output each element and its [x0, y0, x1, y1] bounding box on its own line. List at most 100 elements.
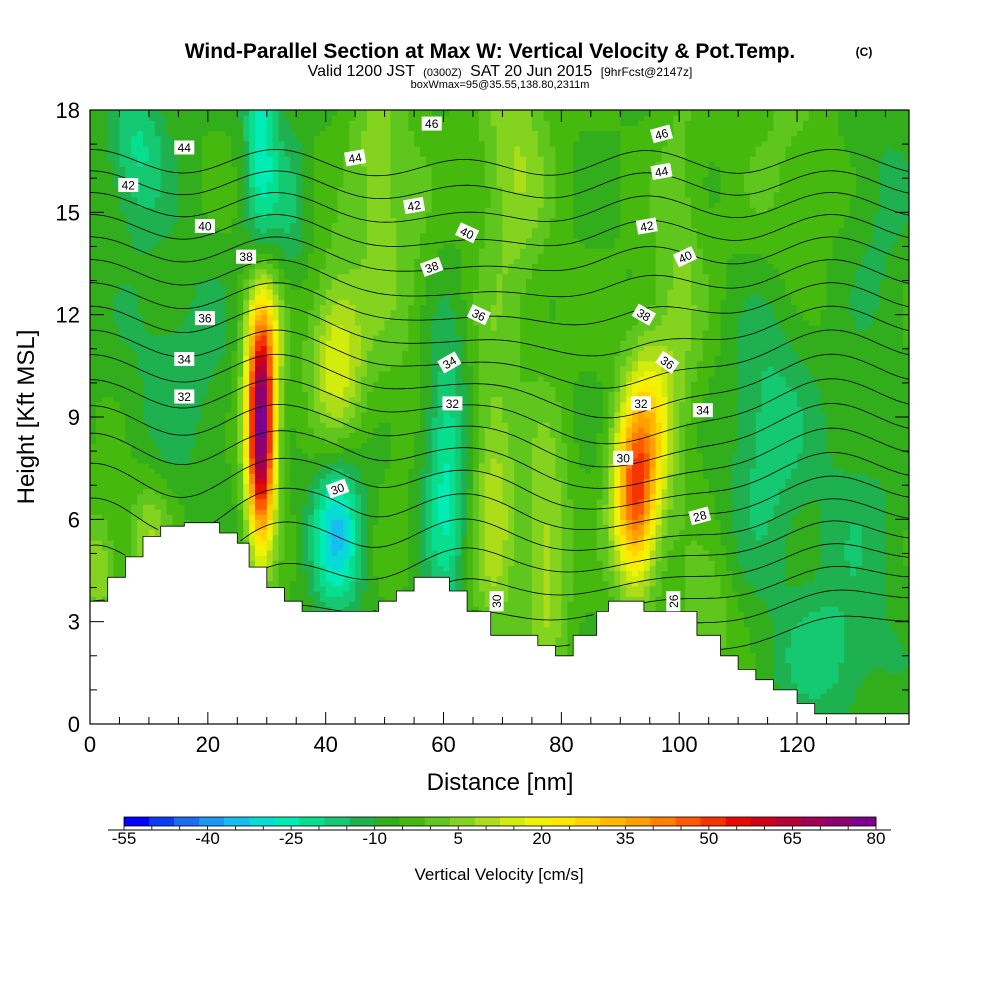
- w-cell: [296, 202, 303, 208]
- w-cell: [284, 156, 291, 162]
- w-cell: [266, 268, 274, 275]
- w-cell: [278, 555, 285, 561]
- w-cell: [319, 432, 327, 438]
- w-cell: [331, 560, 339, 566]
- w-cell: [225, 468, 232, 474]
- w-cell: [131, 437, 138, 444]
- w-cell: [325, 386, 333, 392]
- w-cell: [90, 473, 97, 479]
- w-cell: [213, 268, 221, 275]
- w-cell: [225, 396, 232, 403]
- w-cell: [154, 493, 162, 500]
- w-cell: [125, 442, 132, 449]
- w-cell: [290, 304, 297, 311]
- w-cell: [284, 585, 291, 592]
- w-cell: [196, 391, 203, 398]
- w-cell: [260, 370, 268, 377]
- w-cell: [225, 427, 232, 433]
- w-cell: [290, 309, 297, 316]
- w-cell: [313, 166, 321, 172]
- w-cell: [278, 222, 285, 229]
- w-cell: [107, 284, 115, 290]
- w-cell: [196, 335, 203, 341]
- w-cell: [237, 110, 244, 116]
- w-cell: [154, 212, 162, 218]
- w-cell: [131, 386, 138, 392]
- w-cell: [219, 227, 227, 234]
- w-cell: [95, 580, 103, 587]
- w-cell: [219, 427, 227, 433]
- w-cell: [278, 284, 285, 290]
- w-cell: [207, 145, 215, 152]
- w-cell: [95, 544, 103, 551]
- w-cell: [131, 273, 138, 280]
- w-cell: [113, 130, 121, 137]
- w-cell: [260, 150, 268, 157]
- w-cell: [266, 473, 274, 479]
- w-cell: [148, 150, 156, 157]
- w-cell: [331, 529, 339, 536]
- w-cell: [296, 212, 303, 218]
- w-cell: [296, 248, 303, 254]
- w-cell: [231, 186, 238, 193]
- w-cell: [319, 386, 327, 392]
- w-cell: [148, 524, 156, 531]
- w-cell: [113, 263, 121, 270]
- w-cell: [249, 135, 256, 142]
- w-cell: [160, 115, 168, 121]
- w-cell: [284, 391, 291, 398]
- w-cell: [131, 514, 138, 520]
- w-cell: [331, 447, 339, 454]
- w-cell: [219, 452, 227, 459]
- w-cell: [90, 350, 97, 357]
- w-cell: [196, 514, 203, 520]
- w-cell: [255, 504, 262, 510]
- w-cell: [260, 427, 268, 433]
- w-cell: [107, 457, 115, 464]
- w-cell: [302, 191, 309, 198]
- w-cell: [172, 488, 179, 495]
- w-cell: [107, 570, 115, 577]
- w-cell: [166, 237, 174, 244]
- w-cell: [201, 161, 209, 167]
- w-cell: [196, 166, 203, 172]
- w-cell: [319, 258, 327, 265]
- w-cell: [302, 202, 309, 208]
- w-cell: [308, 534, 315, 541]
- w-cell: [196, 396, 203, 403]
- w-cell: [148, 319, 156, 326]
- w-cell: [143, 130, 150, 137]
- w-cell: [260, 468, 268, 474]
- w-cell: [95, 534, 103, 541]
- w-cell: [313, 278, 321, 285]
- w-cell: [237, 345, 244, 352]
- w-cell: [266, 202, 274, 208]
- w-cell: [237, 514, 244, 520]
- w-cell: [119, 473, 126, 479]
- w-cell: [272, 570, 280, 577]
- w-cell: [113, 514, 121, 520]
- w-cell: [219, 166, 227, 172]
- w-cell: [119, 135, 126, 142]
- w-cell: [260, 186, 268, 193]
- w-cell: [290, 243, 297, 249]
- w-cell: [284, 243, 291, 249]
- w-cell: [148, 457, 156, 464]
- w-cell: [278, 130, 285, 137]
- w-cell: [237, 161, 244, 167]
- w-cell: [113, 570, 121, 577]
- w-cell: [148, 130, 156, 137]
- w-cell: [95, 335, 103, 341]
- w-cell: [296, 309, 303, 316]
- w-cell: [148, 309, 156, 316]
- w-cell: [243, 422, 250, 428]
- w-cell: [207, 370, 215, 377]
- w-cell: [237, 529, 244, 536]
- w-cell: [272, 289, 280, 295]
- w-cell: [160, 294, 168, 300]
- w-cell: [143, 150, 150, 157]
- w-cell: [95, 207, 103, 213]
- w-cell: [201, 197, 209, 203]
- w-cell: [119, 130, 126, 137]
- w-cell: [137, 278, 144, 285]
